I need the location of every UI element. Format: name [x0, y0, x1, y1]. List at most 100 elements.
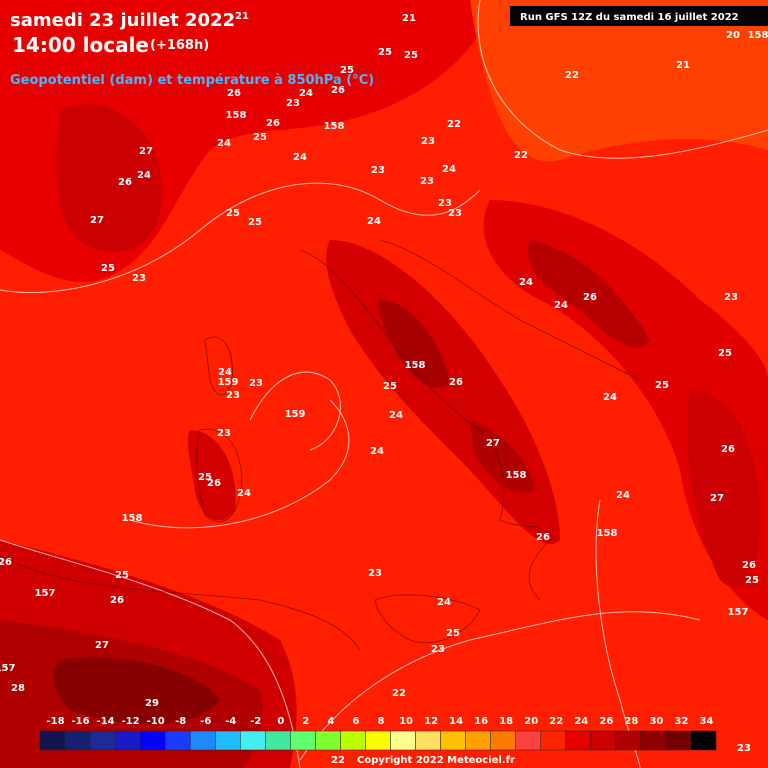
legend-swatch [164, 730, 191, 751]
contour-label: 25 [340, 65, 354, 76]
contour-label: 157 [728, 607, 749, 618]
contour-label: 159 [218, 377, 239, 388]
contour-label: 24 [217, 138, 231, 149]
color-legend: -18 -16 -14 -12 -10 -8 -6 -4 -2 0 2 4 6 8 10 12 14 16 18 20… [39, 716, 717, 751]
contour-label: 23 [368, 568, 382, 579]
contour-label: 25 [253, 132, 267, 143]
legend-label: -16 [72, 716, 90, 727]
contour-label: 24 [237, 488, 251, 499]
contour-label: 25 [226, 208, 240, 219]
legend-label: 0 [277, 716, 284, 727]
contour-label: 158 [405, 360, 426, 371]
contour-label: 158 [122, 513, 143, 524]
legend-swatch [315, 730, 341, 751]
contour-label: 24 [367, 216, 381, 227]
contour-label: 24 [603, 392, 617, 403]
legend-swatch [215, 730, 241, 751]
contour-label: 24 [442, 164, 456, 175]
legend-label: -8 [175, 716, 186, 727]
title: samedi 23 juillet 2022 [10, 10, 235, 31]
legend-label: 24 [574, 716, 588, 727]
legend-label: -18 [46, 716, 64, 727]
contour-label: 24 [389, 410, 403, 421]
legend-swatch [540, 730, 567, 751]
contour-label: 27 [90, 215, 104, 226]
legend-swatch [615, 730, 642, 751]
legend-swatch [290, 730, 316, 751]
contour-label: 23 [438, 198, 452, 209]
contour-label: 25 [248, 217, 262, 228]
contour-label: 22 [514, 150, 528, 161]
contour-label: 26 [207, 478, 221, 489]
zone-20 [470, 0, 768, 162]
contour-label: 26 [118, 177, 132, 188]
contour-label: 157 [35, 588, 56, 599]
legend-swatch [490, 730, 516, 751]
legend-swatch [365, 730, 391, 751]
legend-label: 30 [649, 716, 663, 727]
contour-label: 24 [218, 367, 232, 378]
legend-swatch [415, 730, 441, 751]
legend-label: 26 [599, 716, 613, 727]
contour-label: 24 [554, 300, 568, 311]
legend-label: -2 [250, 716, 261, 727]
contour-label: 26 [742, 560, 756, 571]
contour-label: 22 [331, 755, 345, 766]
contour-label: 26 [266, 118, 280, 129]
zone-26b [528, 240, 650, 349]
contour-label: 25 [115, 570, 129, 581]
contour-label: 29 [145, 698, 159, 709]
contour-label: 21 [402, 13, 416, 24]
legend-label: -10 [147, 716, 165, 727]
legend-swatch [665, 730, 692, 751]
contour-label: 25 [101, 263, 115, 274]
legend-swatch [340, 730, 366, 751]
zone-africa-hottest [53, 657, 220, 724]
contour-label: 25 [404, 50, 418, 61]
legend-label: -14 [97, 716, 115, 727]
legend-swatch [64, 730, 91, 751]
contour-label: 158 [597, 528, 618, 539]
legend-label: 8 [378, 716, 385, 727]
legend-swatch [240, 730, 266, 751]
contour-label: 24 [299, 88, 313, 99]
legend-swatch [590, 730, 617, 751]
contour-label: 26 [227, 88, 241, 99]
legend-label: 12 [424, 716, 438, 727]
contour-label: 27 [139, 146, 153, 157]
contour-label: 20 [726, 30, 740, 41]
contour-label: 21 [235, 11, 249, 22]
legend-label: 32 [674, 716, 688, 727]
legend-label: -6 [200, 716, 211, 727]
legend-swatch [189, 730, 216, 751]
legend-swatch [640, 730, 667, 751]
contour-label: 23 [421, 136, 435, 147]
zone-calabria [470, 420, 535, 493]
contour-label: 158 [324, 121, 345, 132]
legend-swatch [39, 730, 66, 751]
contour-label: 27 [95, 640, 109, 651]
contour-label: 24 [616, 490, 630, 501]
contour-label: 25 [718, 348, 732, 359]
contour-label: 26 [110, 595, 124, 606]
legend-swatch [265, 730, 291, 751]
legend-swatch [114, 730, 141, 751]
contour-label: 23 [132, 273, 146, 284]
contour-label: 23 [286, 98, 300, 109]
contour-label: 28 [11, 683, 25, 694]
run-info: Run GFS 12Z du samedi 16 juillet 2022 [520, 12, 739, 23]
contour-label: 25 [378, 47, 392, 58]
zone-26 [56, 103, 162, 252]
legend-label: 22 [549, 716, 563, 727]
zone-24b [483, 200, 768, 620]
contour-label: 24 [293, 152, 307, 163]
legend-swatch [440, 730, 466, 751]
legend-label: 2 [302, 716, 309, 727]
contour-label: 26 [721, 444, 735, 455]
contour-label: 23 [448, 208, 462, 219]
legend-swatch [390, 730, 416, 751]
contour-label: 25 [383, 381, 397, 392]
contour-label: 23 [420, 176, 434, 187]
contour-label: 24 [370, 446, 384, 457]
contour-label: 157 [0, 663, 15, 674]
